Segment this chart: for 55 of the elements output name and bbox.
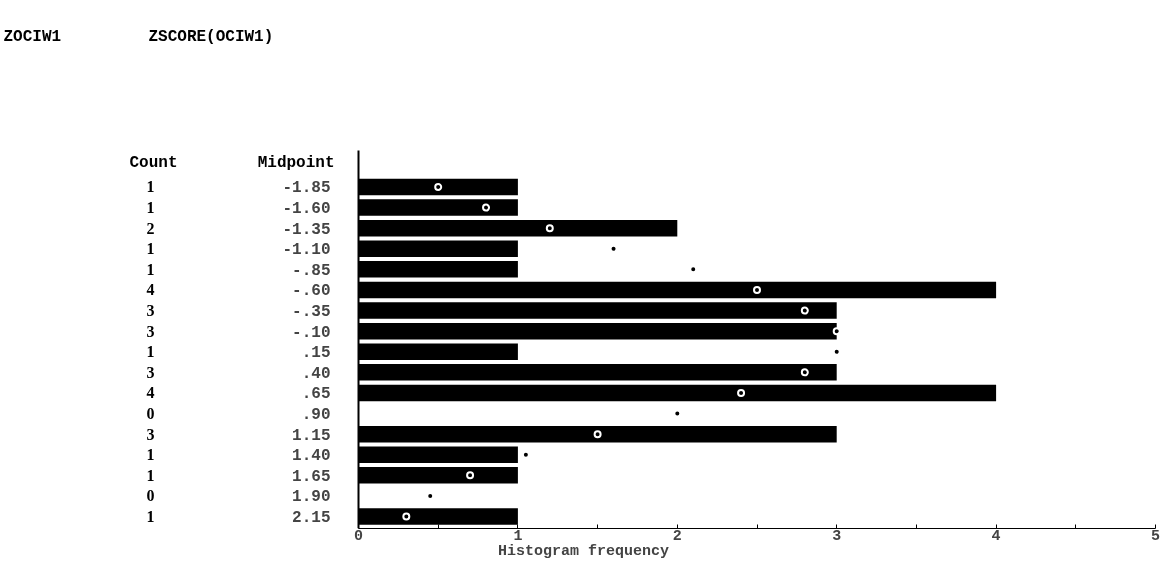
data-label: 1 bbox=[146, 508, 155, 526]
point bbox=[545, 224, 554, 233]
data-label: 3 bbox=[146, 363, 155, 381]
data-label: 4 bbox=[146, 281, 155, 299]
data-label: 1 bbox=[146, 343, 155, 361]
data-label: 4 bbox=[146, 384, 155, 402]
x-tick-label: 4 bbox=[991, 527, 1001, 545]
data-label: 1 bbox=[146, 260, 155, 278]
data-label: 0 bbox=[146, 487, 155, 505]
point bbox=[593, 430, 602, 439]
point bbox=[402, 512, 411, 521]
data-label: 0 bbox=[146, 405, 155, 423]
x-tick-label: 2 bbox=[672, 527, 682, 545]
y-tick-label: -1.35 bbox=[282, 220, 331, 239]
point bbox=[482, 203, 491, 212]
x-tick-label: 3 bbox=[832, 527, 842, 545]
data-label: 2 bbox=[146, 219, 155, 237]
data-label: 1 bbox=[146, 240, 155, 258]
point bbox=[466, 471, 475, 480]
text: ZOCIW1 bbox=[3, 28, 62, 47]
y-tick-label: .65 bbox=[301, 385, 331, 404]
y-tick-label: -.85 bbox=[292, 261, 331, 280]
y-tick-label: -1.10 bbox=[282, 241, 331, 260]
data-label: 3 bbox=[146, 302, 155, 320]
data-label: 3 bbox=[146, 425, 155, 443]
y-tick-label: -1.85 bbox=[282, 179, 331, 198]
point bbox=[434, 182, 443, 191]
text: Count bbox=[129, 154, 178, 173]
data-label: 1 bbox=[146, 178, 155, 196]
y-tick-label: .40 bbox=[301, 364, 331, 383]
y-tick-label: 1.90 bbox=[292, 488, 331, 507]
data-label: 1 bbox=[146, 199, 155, 217]
x-tick-label: 0 bbox=[354, 527, 364, 545]
y-tick-label: -.60 bbox=[292, 282, 331, 301]
x-tick-label: 5 bbox=[1151, 527, 1161, 545]
y-tick-label: .15 bbox=[301, 344, 331, 363]
data-label: 1 bbox=[146, 466, 155, 484]
y-tick-label: .90 bbox=[301, 406, 331, 425]
y-tick-label: 2.15 bbox=[292, 509, 331, 528]
data-label: 3 bbox=[146, 322, 155, 340]
y-tick-label: -.35 bbox=[292, 303, 331, 322]
point bbox=[753, 285, 761, 294]
x-axis-title: Histogram frequency bbox=[497, 542, 670, 560]
y-tick-label: -1.60 bbox=[282, 200, 331, 219]
data-label: 1 bbox=[146, 446, 155, 464]
y-tick-label: 1.15 bbox=[292, 426, 331, 445]
y-axis-title: Midpoint bbox=[257, 154, 335, 173]
point bbox=[800, 368, 809, 377]
x-tick-label: 1 bbox=[513, 527, 523, 545]
y-tick-label: 1.65 bbox=[292, 467, 331, 486]
y-tick-label: 1.40 bbox=[292, 447, 331, 466]
point bbox=[737, 388, 746, 397]
text: ZSCORE(OCIW1) bbox=[148, 28, 274, 47]
y-tick-label: -.10 bbox=[292, 323, 331, 342]
point bbox=[800, 306, 809, 315]
